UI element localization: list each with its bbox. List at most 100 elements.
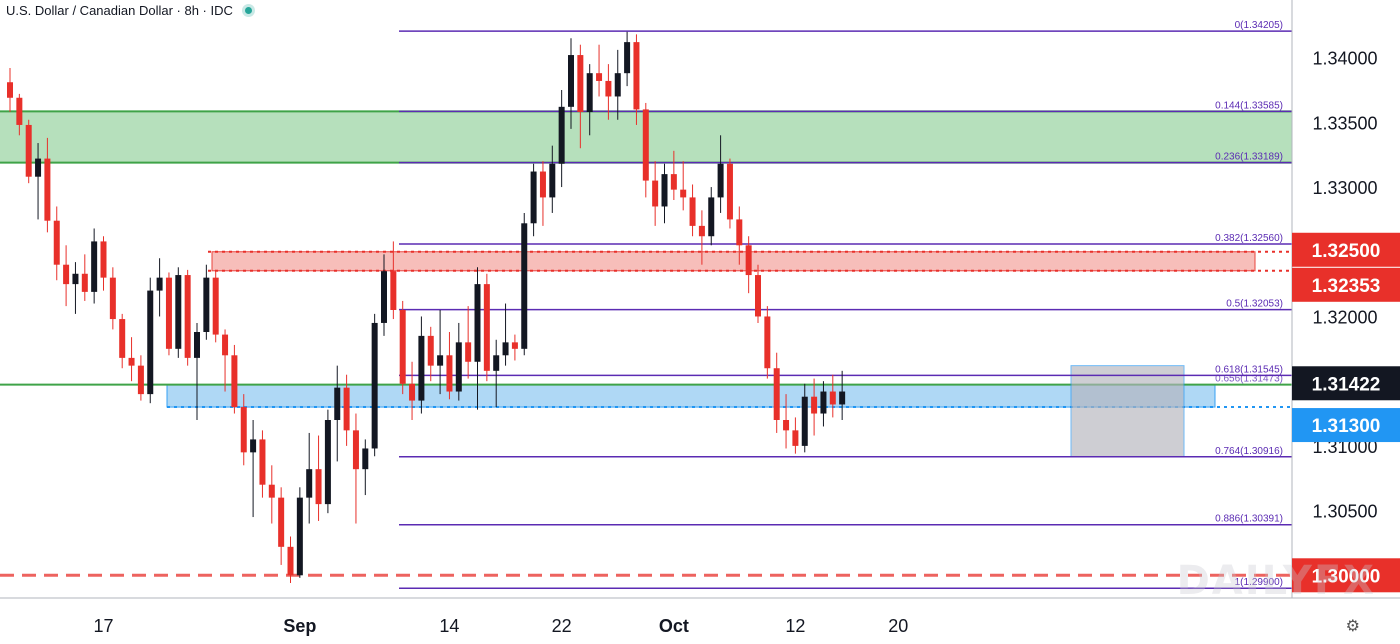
- candle-body: [399, 310, 406, 384]
- fibonacci-retracement[interactable]: 0(1.34205) 0.144(1.33585) 0.236(1.33189) 0.…: [399, 20, 1292, 589]
- x-tick-label: Oct: [659, 616, 689, 636]
- candle-body: [549, 163, 556, 198]
- candle-body: [427, 335, 434, 366]
- x-tick-label: 20: [888, 616, 908, 636]
- gear-icon[interactable]: ⚙: [1345, 618, 1360, 635]
- candle-body: [72, 273, 79, 285]
- price-label-box: [1292, 558, 1400, 593]
- candle-body: [811, 396, 818, 414]
- x-tick-label: Sep: [283, 616, 316, 636]
- fib-label-7: 0.886(1.30391): [1215, 514, 1283, 525]
- candle-body: [717, 163, 724, 198]
- candle-body: [156, 277, 163, 291]
- candle-body: [596, 73, 603, 81]
- candle-body: [184, 275, 191, 358]
- candle-body: [128, 357, 135, 366]
- candle-body: [212, 277, 219, 335]
- candle-body: [268, 484, 275, 498]
- fib-overlap-label: 0.656(1.31473): [1215, 374, 1283, 385]
- candle-body: [437, 355, 444, 366]
- candle-body: [63, 264, 70, 285]
- candle-body: [390, 271, 397, 310]
- candle-body: [7, 82, 13, 98]
- candle-body: [194, 332, 200, 358]
- candle-body: [296, 497, 303, 576]
- fib-label-8: 1(1.29900): [1235, 577, 1283, 588]
- chart-header: U.S. Dollar / Canadian Dollar · 8h · IDC: [6, 3, 252, 18]
- candle-body: [231, 355, 238, 408]
- candle-body: [240, 407, 247, 453]
- candle-body: [371, 322, 378, 449]
- candle-body: [81, 273, 88, 292]
- candle-body: [624, 42, 631, 74]
- fib-label-2: 0.236(1.33189): [1215, 152, 1283, 163]
- candle-body: [773, 368, 780, 420]
- candle-body: [652, 180, 659, 207]
- candle-body: [455, 342, 462, 392]
- candle-body: [137, 365, 144, 395]
- price-axis: [1292, 0, 1400, 644]
- dailyfx-watermark: DAILYFX: [1176, 558, 1376, 604]
- candle-body: [175, 275, 182, 349]
- y-tick-label: 1.32000: [1312, 307, 1377, 327]
- candle-body: [708, 197, 715, 237]
- y-tick-label: 1.34000: [1312, 49, 1377, 69]
- y-tick-label: 1.30500: [1312, 502, 1377, 522]
- candle-body: [446, 355, 453, 392]
- candle-body: [203, 277, 210, 332]
- price-label-text: 1.30000: [1312, 566, 1381, 587]
- fib-label-4: 0.5(1.32053): [1226, 299, 1283, 310]
- price-label-text: 1.32500: [1312, 241, 1381, 262]
- candle-body: [801, 396, 808, 446]
- candle-body: [324, 420, 331, 505]
- price-label-box: [1292, 408, 1400, 443]
- candle-body: [352, 430, 359, 470]
- candle-body: [493, 355, 500, 371]
- candle-body: [381, 271, 387, 323]
- candle-body: [44, 158, 51, 221]
- candle-body: [306, 469, 313, 498]
- candle-body: [539, 171, 546, 198]
- candle-body: [726, 163, 733, 220]
- price-label-text: 1.31422: [1312, 374, 1381, 395]
- candle-body: [614, 73, 621, 97]
- price-label-text: 1.31300: [1312, 416, 1381, 437]
- candle-body: [250, 439, 257, 453]
- candle-body: [792, 430, 799, 446]
- y-tick-label: 1.33000: [1312, 178, 1377, 198]
- candle-body: [222, 334, 229, 356]
- candle-body: [698, 225, 705, 237]
- candle-body: [287, 546, 294, 576]
- candle-body: [315, 469, 322, 505]
- candle-body: [661, 174, 668, 207]
- candle-body: [530, 171, 537, 224]
- price-label-box: [1292, 267, 1400, 302]
- candle-body: [165, 277, 172, 349]
- candle-body: [147, 290, 154, 395]
- candle-body: [605, 80, 612, 97]
- candle-body: [465, 342, 472, 362]
- symbol-title[interactable]: U.S. Dollar / Canadian Dollar · 8h · IDC: [6, 3, 233, 18]
- candle-body: [474, 284, 481, 362]
- candle-body: [586, 73, 593, 112]
- red-resistance-zone: [211, 251, 1256, 272]
- candle-body: [278, 497, 285, 547]
- candle-body: [119, 319, 126, 358]
- candle-body: [689, 197, 696, 226]
- candle-body: [558, 106, 565, 164]
- price-label-text: 1.32353: [1312, 276, 1381, 297]
- candle-body: [568, 55, 574, 107]
- fib-label-3: 0.382(1.32560): [1215, 233, 1283, 244]
- candle-body: [362, 448, 369, 470]
- candle-body: [820, 391, 827, 414]
- candle-body: [100, 241, 107, 278]
- candle-body: [109, 277, 116, 320]
- candle-body: [511, 342, 518, 349]
- candle-body: [577, 55, 584, 112]
- x-tick-label: 12: [785, 616, 805, 636]
- candle-body: [334, 387, 341, 420]
- candle-body: [91, 241, 98, 292]
- candle-body: [839, 391, 846, 405]
